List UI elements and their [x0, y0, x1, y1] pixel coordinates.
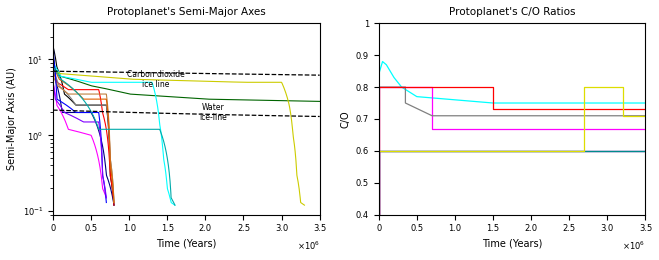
Text: Carbon dioxide
ice line: Carbon dioxide ice line [127, 70, 185, 89]
Text: $\times10^6$: $\times10^6$ [297, 239, 320, 252]
Text: $\times10^6$: $\times10^6$ [622, 239, 645, 252]
Title: Protoplanet's Semi-Major Axes: Protoplanet's Semi-Major Axes [107, 7, 266, 17]
X-axis label: Time (Years): Time (Years) [482, 239, 542, 249]
Y-axis label: C/O: C/O [340, 110, 350, 128]
X-axis label: Time (Years): Time (Years) [156, 239, 217, 249]
Title: Protoplanet's C/O Ratios: Protoplanet's C/O Ratios [449, 7, 575, 17]
Text: Water
ice-line: Water ice-line [199, 103, 227, 122]
Y-axis label: Semi-Major Axis (AU): Semi-Major Axis (AU) [7, 68, 17, 170]
